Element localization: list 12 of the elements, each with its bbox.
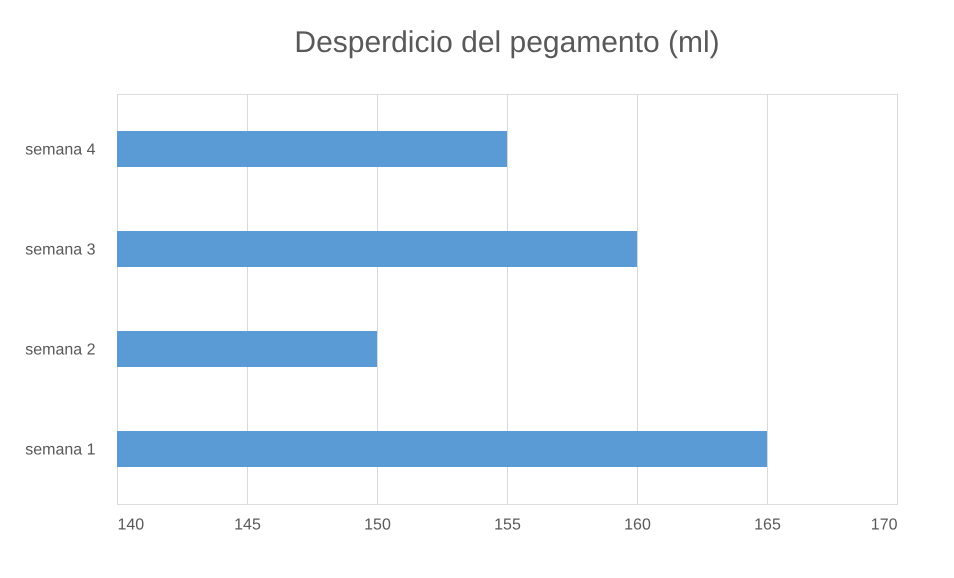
x-tick-label: 145 (234, 516, 261, 534)
y-tick-label: semana 1 (25, 442, 96, 458)
x-tick-label: 155 (494, 516, 521, 534)
y-tick-label: semana 3 (25, 242, 96, 258)
x-tick-label: 165 (754, 516, 781, 534)
x-tick-label: 170 (870, 516, 898, 534)
x-tick-label: 160 (624, 516, 651, 534)
chart-title: Desperdicio del pegamento (ml) (294, 26, 720, 59)
x-tick-label: 140 (118, 516, 144, 534)
x-tick-label: 150 (364, 516, 391, 534)
y-tick-label: semana 2 (25, 342, 96, 358)
y-tick-label: semana 4 (25, 142, 96, 158)
